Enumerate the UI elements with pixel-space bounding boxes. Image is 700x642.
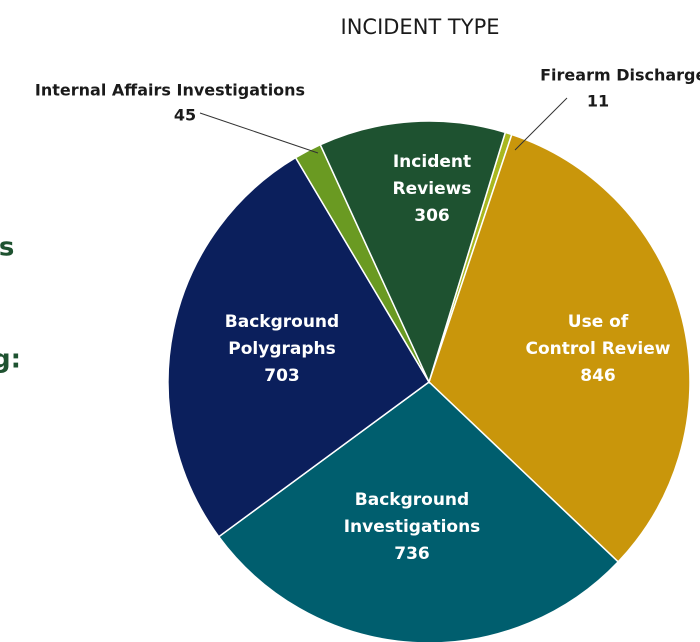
slice-label: Internal Affairs Investigations xyxy=(35,81,305,100)
slice-label: Background Polygraphs xyxy=(225,312,339,359)
slice-label: Background Investigations xyxy=(344,490,481,537)
slice-label: Incident Reviews xyxy=(393,152,472,199)
pie-slice xyxy=(428,133,691,563)
pie-slice xyxy=(217,381,620,642)
value-label: 11 xyxy=(587,92,609,111)
value-label: 736 xyxy=(394,544,430,564)
cut-text: g: xyxy=(0,345,21,375)
value-label: 45 xyxy=(174,106,196,125)
chart-title: INCIDENT TYPE xyxy=(341,15,500,39)
leader-line xyxy=(514,97,568,151)
slice-label: Firearm Discharges xyxy=(540,66,700,85)
slice-label: Use of Control Review xyxy=(526,312,671,359)
pie-slice xyxy=(319,120,507,385)
cut-text: rs xyxy=(0,233,14,263)
leader-line xyxy=(199,112,319,154)
pie-slice xyxy=(167,156,430,538)
value-label: 306 xyxy=(414,206,450,226)
value-label: 703 xyxy=(264,366,300,386)
value-label: 846 xyxy=(580,366,616,386)
